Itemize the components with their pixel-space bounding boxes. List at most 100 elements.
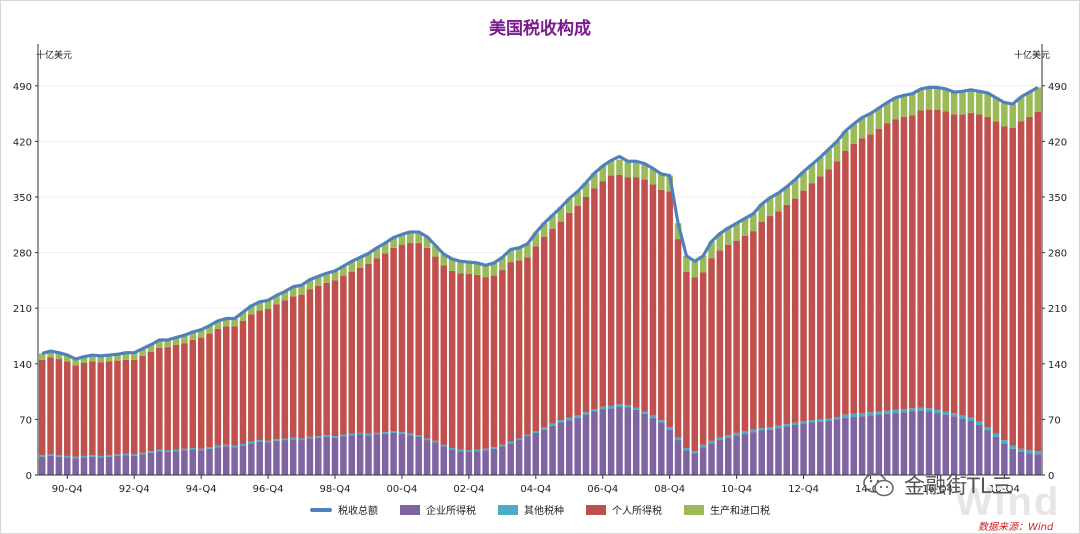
bar-segment-3 (691, 261, 699, 278)
bar-segment-0 (641, 413, 648, 475)
bar-segment-0 (984, 430, 991, 475)
bar-segment-0 (89, 456, 96, 475)
bar-segment-3 (708, 241, 715, 259)
bar-segment-1 (1009, 445, 1016, 449)
bar-segment-2 (172, 344, 180, 450)
bar-segment-1 (440, 444, 448, 447)
bar-segment-0 (607, 408, 615, 475)
bar-segment-0 (524, 436, 531, 475)
bar-segment-1 (390, 431, 397, 433)
bar-segment-1 (783, 424, 791, 427)
bar-segment-0 (264, 442, 272, 475)
bar-segment-3 (1034, 87, 1042, 113)
y-tick-label-right: 0 (1048, 471, 1054, 482)
bar-segment-0 (490, 448, 498, 475)
y-tick-label-left: 70 (19, 415, 32, 426)
bar-segment-2 (892, 119, 899, 410)
legend-swatch-corporate (400, 504, 420, 515)
bar-segment-2 (733, 240, 740, 433)
bar-segment-1 (331, 436, 339, 438)
bar-segment-3 (817, 157, 824, 177)
bar-segment-2 (524, 257, 531, 435)
bar-segment-3 (181, 335, 188, 344)
bar-segment-0 (105, 456, 113, 475)
bar-segment-0 (381, 433, 389, 475)
bar-segment-1 (942, 411, 950, 415)
y-tick-label-left: 210 (13, 304, 32, 315)
bar-segment-3 (457, 261, 464, 274)
bar-segment-3 (55, 352, 63, 360)
bar-segment-2 (273, 304, 280, 440)
bar-segment-3 (716, 233, 724, 251)
bar-segment-0 (398, 433, 406, 475)
bar-segment-3 (80, 356, 88, 363)
bar-segment-3 (758, 204, 765, 222)
bar-segment-0 (850, 417, 858, 475)
x-tick-label: 96-Q4 (253, 484, 284, 495)
bar-segment-0 (356, 434, 364, 475)
bar-segment-0 (457, 451, 464, 475)
bar-segment-1 (524, 434, 531, 437)
bar-segment-0 (791, 424, 799, 475)
bar-segment-2 (691, 277, 699, 452)
bar-segment-2 (574, 205, 581, 416)
bar-segment-0 (72, 458, 79, 475)
bar-segment-2 (850, 143, 858, 414)
bar-segment-2 (925, 109, 933, 409)
bar-segment-0 (691, 453, 699, 475)
bar-segment-0 (624, 407, 632, 475)
bar-segment-3 (741, 218, 749, 236)
y-tick-label-right: 350 (1048, 193, 1067, 204)
bar-segment-1 (432, 440, 439, 443)
bar-segment-1 (80, 455, 88, 458)
bar-segment-3 (566, 198, 573, 213)
bar-segment-3 (515, 247, 523, 261)
bar-segment-0 (139, 454, 146, 475)
bar-segment-3 (206, 325, 213, 334)
y-tick-label-left: 0 (26, 471, 32, 482)
bar-segment-3 (97, 355, 105, 363)
y-tick-label-right: 210 (1048, 304, 1067, 315)
bar-segment-3 (315, 276, 322, 286)
bar-segment-3 (465, 262, 473, 275)
bar-segment-1 (632, 407, 640, 410)
bar-segment-0 (733, 435, 740, 475)
bar-segment-2 (582, 197, 590, 413)
bar-segment-1 (666, 427, 673, 430)
total-tax-line (41, 85, 1039, 361)
y-tick-label-right: 140 (1048, 360, 1067, 371)
bar-segment-0 (842, 417, 849, 475)
bar-segment-2 (909, 115, 916, 409)
bar-segment-2 (800, 190, 807, 421)
bar-segment-0 (557, 422, 565, 475)
bar-segment-3 (934, 87, 941, 110)
bar-segment-2 (1017, 121, 1025, 449)
bar-segment-2 (1026, 116, 1033, 451)
x-tick-label: 06-Q4 (587, 484, 618, 495)
bar-segment-2 (616, 174, 623, 405)
bar-segment-1 (164, 450, 171, 452)
bar-segment-0 (917, 410, 924, 475)
bar-segment-2 (390, 247, 397, 432)
bar-segment-0 (289, 439, 297, 475)
bar-segment-0 (323, 436, 330, 475)
bar-segment-2 (55, 359, 63, 456)
bar-segment-0 (164, 451, 171, 475)
bar-segment-1 (181, 448, 188, 451)
bar-segment-0 (256, 441, 263, 475)
bar-segment-3 (616, 159, 623, 175)
bar-segment-3 (248, 305, 255, 315)
bar-segment-1 (892, 409, 899, 414)
bar-segment-2 (457, 273, 464, 450)
bar-segment-2 (858, 138, 866, 414)
bar-segment-1 (64, 455, 71, 458)
bar-segment-3 (925, 87, 933, 110)
bar-segment-3 (900, 95, 908, 117)
bar-segment-0 (766, 429, 774, 475)
bar-segment-3 (381, 243, 389, 254)
bar-segment-0 (448, 449, 456, 475)
bar-segment-2 (900, 116, 908, 410)
bar-segment-2 (432, 256, 439, 441)
bar-segment-3 (264, 300, 272, 309)
